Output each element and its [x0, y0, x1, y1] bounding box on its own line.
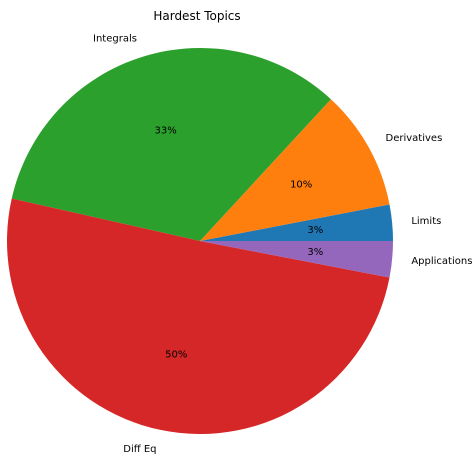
chart-title: Hardest Topics	[153, 9, 240, 23]
pie-slice-diff-eq	[6, 198, 390, 435]
slice-percent-applications: 3%	[307, 247, 323, 258]
slice-percent-integrals: 33%	[154, 125, 176, 136]
slice-percent-diff-eq: 50%	[165, 349, 187, 360]
slice-label-integrals: Integrals	[93, 33, 137, 44]
slice-percent-derivatives: 10%	[290, 180, 312, 191]
pie-slices	[6, 47, 393, 435]
slice-label-limits: Limits	[411, 216, 441, 227]
pie-slice-limits	[200, 204, 393, 241]
slice-label-derivatives: Derivatives	[386, 133, 443, 144]
pie-slice-applications	[200, 241, 393, 278]
slice-percent-limits: 3%	[307, 225, 323, 236]
pie-labels: Limits 3% Derivatives 10% Integrals 33% Diff E…	[93, 33, 472, 455]
pie-slice-derivatives	[200, 99, 390, 241]
slice-label-diff-eq: Diff Eq	[123, 444, 156, 455]
pie-slice-integrals	[11, 47, 331, 241]
slice-label-applications: Applications	[411, 256, 472, 267]
